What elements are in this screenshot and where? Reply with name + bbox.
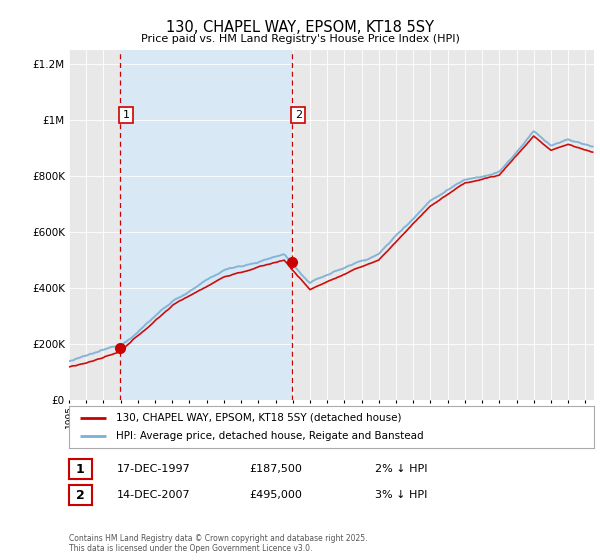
Text: 130, CHAPEL WAY, EPSOM, KT18 5SY: 130, CHAPEL WAY, EPSOM, KT18 5SY xyxy=(166,20,434,35)
Text: 2% ↓ HPI: 2% ↓ HPI xyxy=(375,464,427,474)
Text: £495,000: £495,000 xyxy=(249,490,302,500)
Text: Price paid vs. HM Land Registry's House Price Index (HPI): Price paid vs. HM Land Registry's House … xyxy=(140,34,460,44)
Text: HPI: Average price, detached house, Reigate and Banstead: HPI: Average price, detached house, Reig… xyxy=(116,431,424,441)
Text: 130, CHAPEL WAY, EPSOM, KT18 5SY (detached house): 130, CHAPEL WAY, EPSOM, KT18 5SY (detach… xyxy=(116,413,402,423)
Text: 1: 1 xyxy=(122,110,130,120)
Text: 2: 2 xyxy=(295,110,302,120)
Text: Contains HM Land Registry data © Crown copyright and database right 2025.
This d: Contains HM Land Registry data © Crown c… xyxy=(69,534,367,553)
Text: 1: 1 xyxy=(76,463,85,476)
Text: 3% ↓ HPI: 3% ↓ HPI xyxy=(375,490,427,500)
Bar xyxy=(120,50,292,400)
Text: 14-DEC-2007: 14-DEC-2007 xyxy=(117,490,191,500)
Text: £187,500: £187,500 xyxy=(249,464,302,474)
Text: 2: 2 xyxy=(76,488,85,502)
Text: 17-DEC-1997: 17-DEC-1997 xyxy=(117,464,191,474)
